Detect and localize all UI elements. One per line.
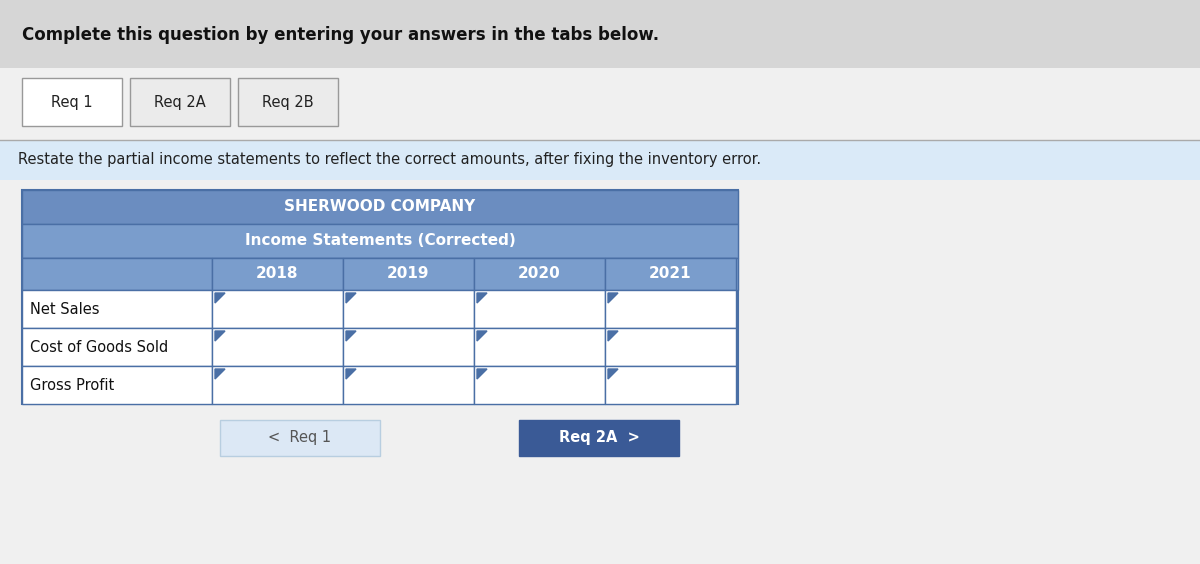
- Text: Restate the partial income statements to reflect the correct amounts, after fixi: Restate the partial income statements to…: [18, 152, 761, 167]
- Bar: [520, 420, 679, 456]
- Bar: [238, 78, 338, 126]
- Text: <  Req 1: < Req 1: [269, 430, 331, 445]
- Text: Req 2B: Req 2B: [262, 95, 314, 110]
- Bar: [22, 190, 738, 224]
- Bar: [212, 290, 343, 328]
- Bar: [220, 420, 380, 456]
- Text: Complete this question by entering your answers in the tabs below.: Complete this question by entering your …: [22, 26, 659, 44]
- Bar: [0, 68, 1200, 140]
- Bar: [605, 328, 736, 366]
- Bar: [474, 328, 605, 366]
- Bar: [474, 290, 605, 328]
- Text: 2020: 2020: [517, 266, 560, 281]
- Polygon shape: [478, 293, 487, 303]
- Bar: [22, 258, 212, 290]
- Text: Req 2A  >: Req 2A >: [558, 430, 640, 445]
- Bar: [0, 140, 1200, 180]
- Bar: [212, 328, 343, 366]
- Bar: [22, 224, 738, 258]
- Bar: [474, 366, 605, 404]
- Polygon shape: [346, 369, 356, 379]
- Polygon shape: [346, 293, 356, 303]
- Text: Req 1: Req 1: [52, 95, 92, 110]
- Polygon shape: [478, 369, 487, 379]
- Bar: [605, 258, 736, 290]
- Polygon shape: [608, 331, 618, 341]
- Polygon shape: [608, 293, 618, 303]
- Text: Gross Profit: Gross Profit: [30, 378, 114, 393]
- Bar: [212, 258, 343, 290]
- Bar: [343, 328, 474, 366]
- Bar: [343, 366, 474, 404]
- Polygon shape: [215, 331, 226, 341]
- Text: SHERWOOD COMPANY: SHERWOOD COMPANY: [284, 199, 475, 214]
- Bar: [605, 366, 736, 404]
- Bar: [22, 78, 122, 126]
- Text: Income Statements (Corrected): Income Statements (Corrected): [245, 233, 515, 248]
- Bar: [22, 258, 738, 290]
- Polygon shape: [215, 293, 226, 303]
- Bar: [474, 258, 605, 290]
- Bar: [343, 290, 474, 328]
- Text: 2019: 2019: [386, 266, 430, 281]
- Bar: [22, 290, 212, 328]
- Bar: [130, 78, 230, 126]
- Bar: [22, 328, 212, 366]
- Bar: [0, 0, 1200, 68]
- Polygon shape: [346, 331, 356, 341]
- Bar: [343, 258, 474, 290]
- Polygon shape: [608, 369, 618, 379]
- Bar: [605, 290, 736, 328]
- Text: Net Sales: Net Sales: [30, 302, 100, 317]
- Text: 2021: 2021: [649, 266, 691, 281]
- Bar: [22, 366, 212, 404]
- Text: 2018: 2018: [256, 266, 299, 281]
- Bar: [22, 190, 738, 404]
- Text: Cost of Goods Sold: Cost of Goods Sold: [30, 340, 168, 355]
- Bar: [212, 366, 343, 404]
- Polygon shape: [215, 369, 226, 379]
- Polygon shape: [478, 331, 487, 341]
- Text: Req 2A: Req 2A: [154, 95, 206, 110]
